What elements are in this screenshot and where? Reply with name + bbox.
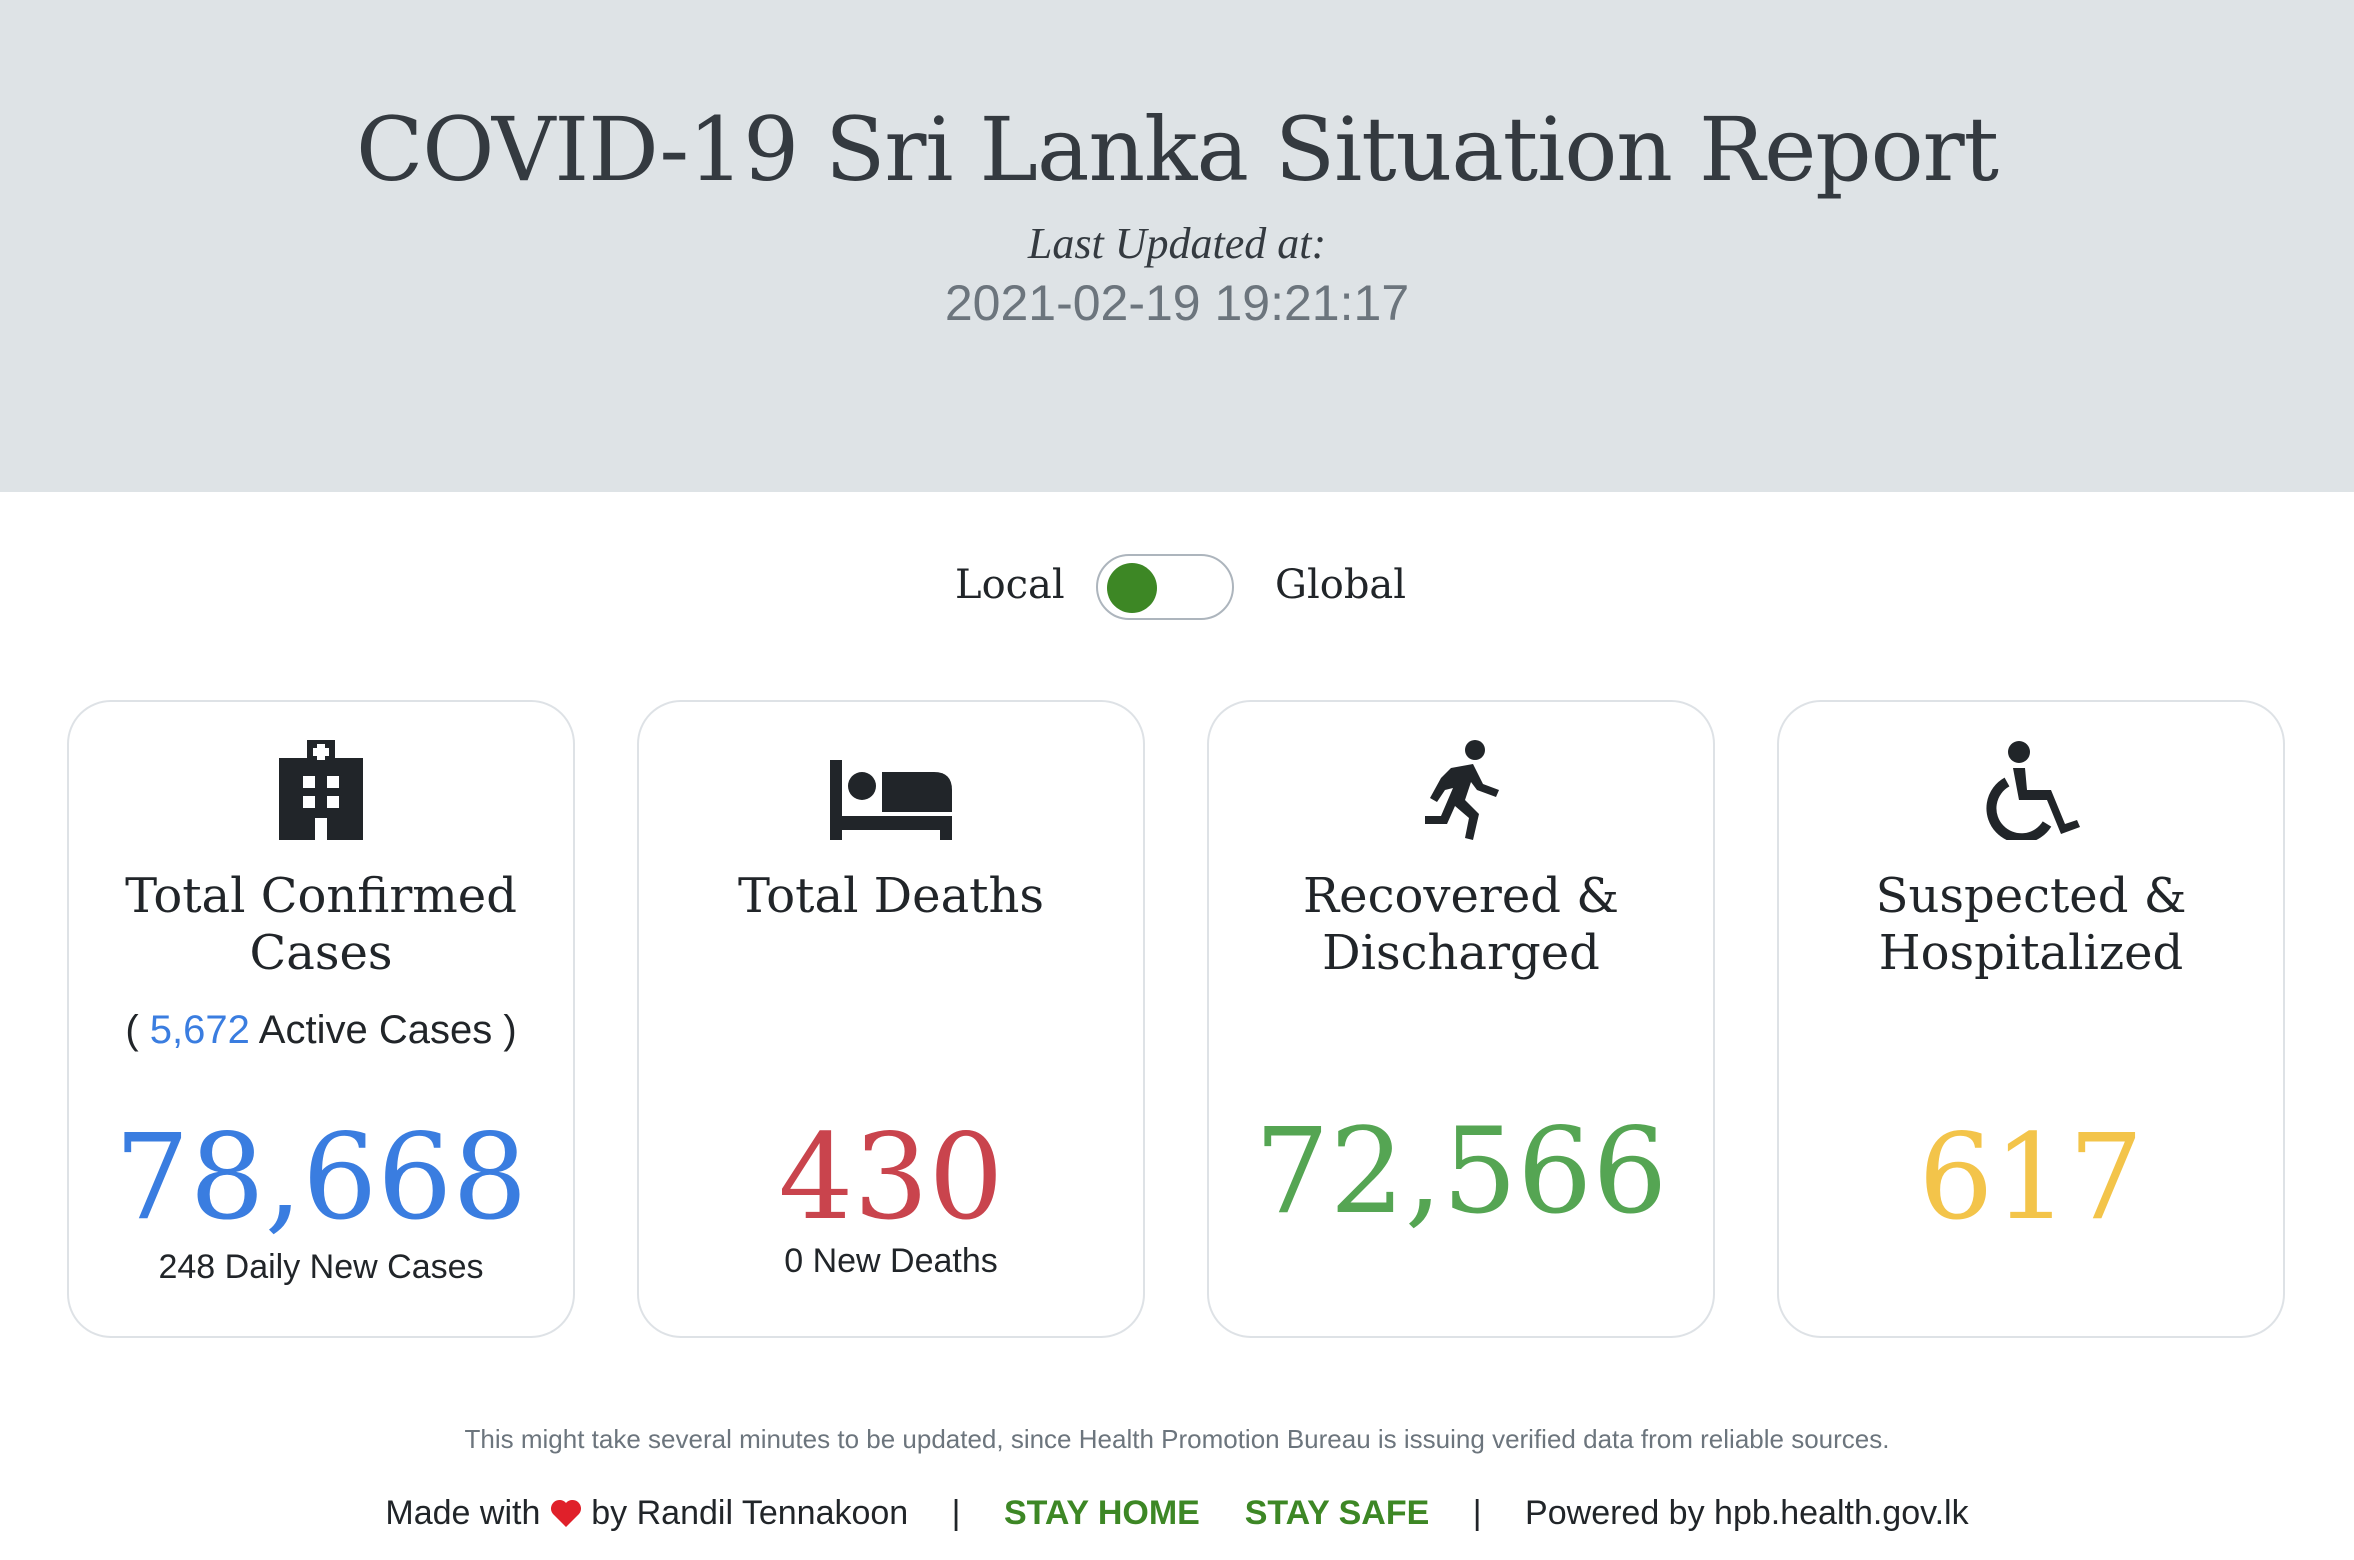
- footer-separator: |: [1472, 1494, 1482, 1532]
- active-prefix: (: [125, 1008, 139, 1052]
- last-updated-timestamp: 2021-02-19 19:21:17: [944, 275, 1410, 331]
- footer: Made with by Randil Tennakoon | STAY HOM…: [0, 1494, 2354, 1537]
- footer-powered-by: Powered by hpb.health.gov.lk: [1525, 1494, 1969, 1532]
- card-title: Recovered & Discharged: [1303, 868, 1619, 981]
- footer-author: by Randil Tennakoon: [591, 1494, 909, 1532]
- active-cases-value: 5,672: [149, 1008, 250, 1052]
- suspected-value: 617: [1918, 1108, 2144, 1246]
- active-cases-line: ( 5,672 Active Cases ): [69, 1008, 573, 1053]
- bed-icon: [639, 740, 1143, 840]
- last-updated-label: Last Updated at:: [1027, 219, 1327, 268]
- new-deaths: 0 New Deaths: [784, 1242, 998, 1280]
- toggle-label-global: Global: [1275, 562, 1407, 608]
- card-suspected: Suspected & Hospitalized 617: [1777, 700, 2285, 1338]
- card-title: Total Confirmed Cases: [125, 868, 517, 981]
- daily-new-cases: 248 Daily New Cases: [158, 1248, 484, 1286]
- card-title: Suspected & Hospitalized: [1875, 868, 2187, 981]
- header-banner: COVID-19 Sri Lanka Situation Report Last…: [0, 0, 2354, 492]
- footer-made-with: Made with: [385, 1494, 541, 1532]
- card-recovered: Recovered & Discharged 72,566: [1207, 700, 1715, 1338]
- toggle-label-local: Local: [955, 562, 1065, 608]
- wheelchair-icon: [1779, 740, 2283, 844]
- stay-safe-text: STAY SAFE: [1244, 1494, 1430, 1532]
- running-icon: [1209, 740, 1713, 840]
- total-deaths-value: 430: [778, 1108, 1004, 1246]
- active-suffix: Active Cases ): [258, 1008, 517, 1052]
- toggle-switch[interactable]: [1096, 554, 1234, 620]
- update-note: This might take several minutes to be up…: [464, 1424, 1890, 1454]
- recovered-value: 72,566: [1254, 1102, 1668, 1240]
- page-title: COVID-19 Sri Lanka Situation Report: [355, 98, 1999, 201]
- card-total-confirmed: Total Confirmed Cases ( 5,672 Active Cas…: [67, 700, 575, 1338]
- toggle-knob: [1107, 563, 1157, 613]
- total-confirmed-value: 78,668: [114, 1108, 528, 1246]
- local-global-toggle: Local Global: [0, 554, 2354, 624]
- stay-home-text: STAY HOME: [1003, 1494, 1200, 1532]
- footer-separator: |: [951, 1494, 961, 1532]
- heart-icon: [550, 1498, 582, 1537]
- card-total-deaths: Total Deaths 430 0 New Deaths: [637, 700, 1145, 1338]
- hospital-icon: [69, 740, 573, 840]
- card-title: Total Deaths: [737, 868, 1045, 924]
